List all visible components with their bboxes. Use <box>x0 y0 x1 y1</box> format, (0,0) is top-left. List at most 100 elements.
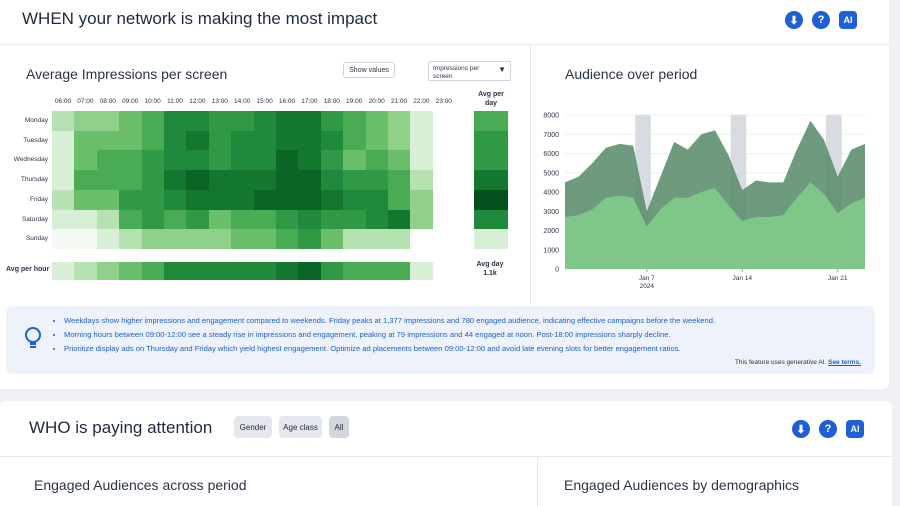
heatmap-cell[interactable] <box>141 229 165 250</box>
avg-hour-cell[interactable] <box>343 262 367 280</box>
heatmap-cell[interactable] <box>320 150 344 171</box>
download-icon[interactable]: ⬇ <box>792 420 810 438</box>
avg-hour-cell[interactable] <box>298 262 322 280</box>
heatmap-cell[interactable] <box>410 111 434 132</box>
heatmap-cell[interactable] <box>410 229 434 250</box>
heatmap-cell[interactable] <box>231 229 255 250</box>
heatmap-cell[interactable] <box>365 111 389 132</box>
heatmap-cell[interactable] <box>52 130 75 151</box>
heatmap-cell[interactable] <box>388 209 411 230</box>
avg-hour-cell[interactable] <box>52 262 75 280</box>
heatmap-cell[interactable] <box>164 150 187 171</box>
heatmap-cell[interactable] <box>74 209 98 230</box>
avg-hour-cell[interactable] <box>164 262 187 280</box>
heatmap-cell[interactable] <box>253 130 277 151</box>
heatmap-cell[interactable] <box>432 209 456 230</box>
heatmap-cell[interactable] <box>208 170 232 191</box>
filter-age-class[interactable]: Age class <box>279 416 322 438</box>
heatmap-cell[interactable] <box>298 189 322 210</box>
heatmap-cell[interactable] <box>164 209 187 230</box>
heatmap-cell[interactable] <box>432 229 456 250</box>
heatmap-cell[interactable] <box>96 189 120 210</box>
avg-day-cell[interactable] <box>474 209 508 230</box>
heatmap-cell[interactable] <box>388 111 411 132</box>
avg-day-cell[interactable] <box>474 150 508 171</box>
heatmap-cell[interactable] <box>96 111 120 132</box>
heatmap-cell[interactable] <box>186 229 210 250</box>
heatmap-cell[interactable] <box>343 229 367 250</box>
heatmap-cell[interactable] <box>388 189 411 210</box>
ai-chip-icon[interactable]: AI <box>846 420 864 438</box>
heatmap-cell[interactable] <box>253 111 277 132</box>
heatmap-cell[interactable] <box>119 189 143 210</box>
heatmap-cell[interactable] <box>74 150 98 171</box>
heatmap-cell[interactable] <box>164 170 187 191</box>
heatmap-cell[interactable] <box>231 209 255 230</box>
heatmap-cell[interactable] <box>186 111 210 132</box>
heatmap-cell[interactable] <box>186 170 210 191</box>
heatmap-cell[interactable] <box>298 130 322 151</box>
heatmap-cell[interactable] <box>343 111 367 132</box>
heatmap-cell[interactable] <box>388 229 411 250</box>
heatmap-cell[interactable] <box>432 150 456 171</box>
heatmap-cell[interactable] <box>320 189 344 210</box>
avg-hour-cell[interactable] <box>186 262 210 280</box>
heatmap-cell[interactable] <box>432 189 456 210</box>
heatmap-cell[interactable] <box>208 150 232 171</box>
heatmap-cell[interactable] <box>410 150 434 171</box>
heatmap-cell[interactable] <box>365 229 389 250</box>
heatmap-cell[interactable] <box>388 150 411 171</box>
heatmap-cell[interactable] <box>141 130 165 151</box>
heatmap-cell[interactable] <box>298 150 322 171</box>
help-icon[interactable]: ? <box>819 420 837 438</box>
heatmap-cell[interactable] <box>208 130 232 151</box>
heatmap-cell[interactable] <box>52 189 75 210</box>
heatmap-cell[interactable] <box>320 209 344 230</box>
heatmap-cell[interactable] <box>74 189 98 210</box>
heatmap-cell[interactable] <box>298 111 322 132</box>
heatmap-cell[interactable] <box>343 150 367 171</box>
heatmap-cell[interactable] <box>119 111 143 132</box>
heatmap-cell[interactable] <box>276 170 299 191</box>
heatmap-cell[interactable] <box>343 130 367 151</box>
heatmap-cell[interactable] <box>298 229 322 250</box>
heatmap-cell[interactable] <box>276 229 299 250</box>
avg-hour-cell[interactable] <box>388 262 411 280</box>
heatmap-cell[interactable] <box>343 209 367 230</box>
avg-day-cell[interactable] <box>474 229 508 250</box>
heatmap-cell[interactable] <box>119 209 143 230</box>
heatmap-cell[interactable] <box>365 209 389 230</box>
show-values-button[interactable]: Show values <box>343 62 395 78</box>
ai-chip-icon[interactable]: AI <box>839 11 857 29</box>
heatmap-cell[interactable] <box>119 170 143 191</box>
heatmap-cell[interactable] <box>74 130 98 151</box>
heatmap-cell[interactable] <box>119 130 143 151</box>
heatmap-cell[interactable] <box>253 209 277 230</box>
heatmap-cell[interactable] <box>365 189 389 210</box>
heatmap-cell[interactable] <box>320 170 344 191</box>
heatmap-cell[interactable] <box>96 130 120 151</box>
heatmap-cell[interactable] <box>365 130 389 151</box>
avg-hour-cell[interactable] <box>253 262 277 280</box>
heatmap-cell[interactable] <box>119 150 143 171</box>
avg-hour-cell[interactable] <box>208 262 232 280</box>
heatmap-cell[interactable] <box>253 189 277 210</box>
heatmap-cell[interactable] <box>141 209 165 230</box>
heatmap-cell[interactable] <box>231 150 255 171</box>
heatmap-cell[interactable] <box>253 150 277 171</box>
avg-day-cell[interactable] <box>474 189 508 210</box>
heatmap-cell[interactable] <box>388 170 411 191</box>
avg-day-cell[interactable] <box>474 130 508 151</box>
heatmap-cell[interactable] <box>231 111 255 132</box>
heatmap-cell[interactable] <box>96 170 120 191</box>
heatmap-cell[interactable] <box>141 189 165 210</box>
heatmap-cell[interactable] <box>253 229 277 250</box>
heatmap-cell[interactable] <box>164 130 187 151</box>
heatmap-cell[interactable] <box>141 111 165 132</box>
heatmap-cell[interactable] <box>186 150 210 171</box>
heatmap-cell[interactable] <box>388 130 411 151</box>
avg-hour-cell[interactable] <box>432 262 456 280</box>
heatmap-cell[interactable] <box>320 111 344 132</box>
heatmap-cell[interactable] <box>298 209 322 230</box>
heatmap-cell[interactable] <box>432 130 456 151</box>
